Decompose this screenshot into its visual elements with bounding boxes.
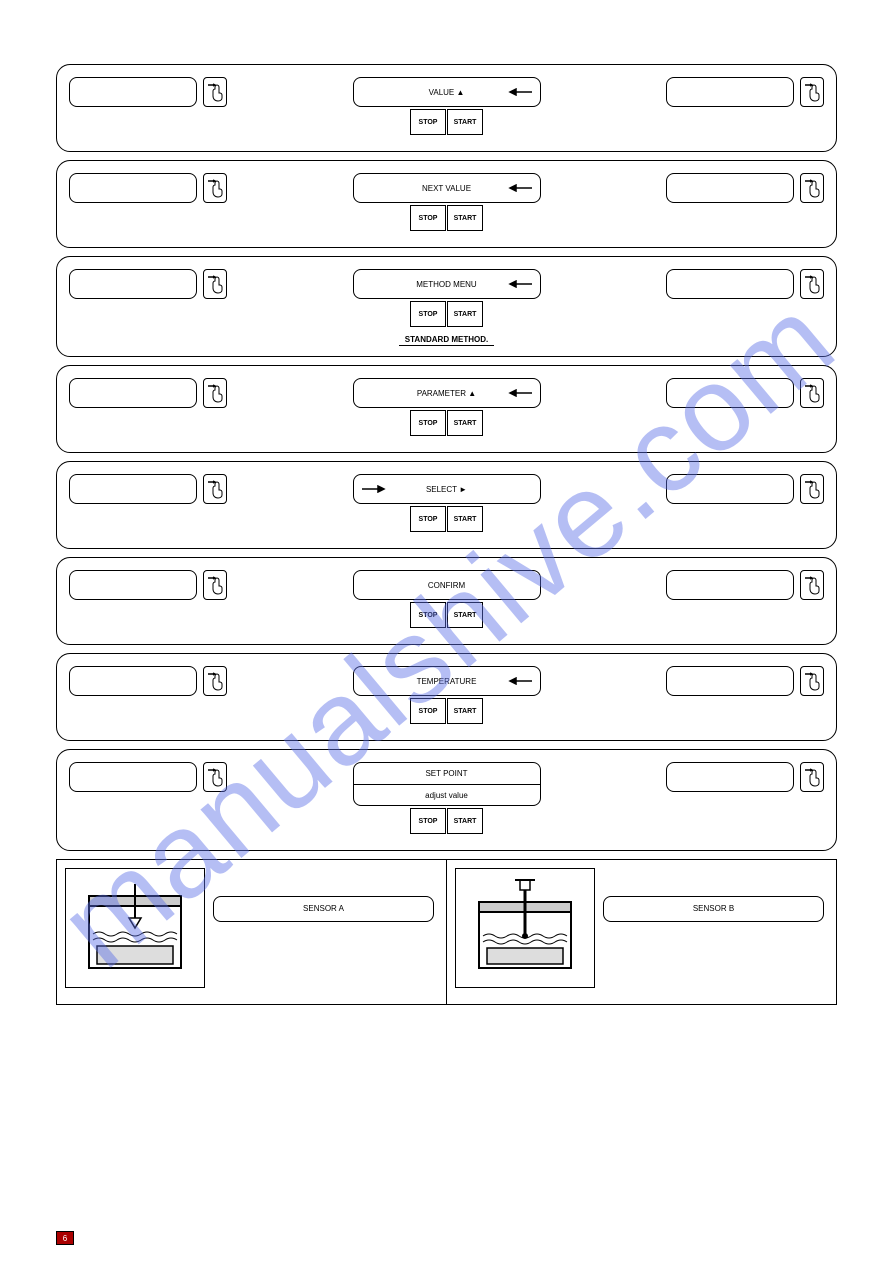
- press-icon-left[interactable]: [203, 77, 227, 107]
- step-panel-8: SET POINT adjust value STOP START: [56, 749, 837, 851]
- start-button[interactable]: START: [447, 205, 483, 231]
- panel-center-footer: STANDARD METHOD.: [69, 335, 824, 346]
- vessel-diagram-a-icon: [75, 878, 195, 978]
- press-icon-right[interactable]: [800, 474, 824, 504]
- manual-page: VALUE ▲ STOP START: [0, 0, 893, 1263]
- start-button[interactable]: START: [447, 602, 483, 628]
- start-button[interactable]: START: [447, 506, 483, 532]
- step-panel-6: CONFIRM STOP START: [56, 557, 837, 645]
- center-display-text-2: adjust value: [425, 791, 468, 800]
- stop-button[interactable]: STOP: [410, 602, 446, 628]
- press-icon-left[interactable]: [203, 269, 227, 299]
- press-icon-right[interactable]: [800, 570, 824, 600]
- press-icon-left[interactable]: [203, 762, 227, 792]
- right-display: [666, 570, 794, 600]
- stop-button[interactable]: STOP: [410, 410, 446, 436]
- center-display-text: PARAMETER ▲: [417, 389, 476, 398]
- start-button[interactable]: START: [447, 109, 483, 135]
- step-panel-5: SELECT ► STOP START: [56, 461, 837, 549]
- step-panel-2: NEXT VALUE STOP START: [56, 160, 837, 248]
- center-display-bottom: adjust value: [353, 784, 541, 806]
- vessel-diagram-b-icon: [465, 878, 585, 978]
- center-display-text: CONFIRM: [428, 581, 465, 590]
- press-icon-right[interactable]: [800, 762, 824, 792]
- center-display: CONFIRM: [353, 570, 541, 600]
- center-display-text-1: SET POINT: [425, 769, 467, 778]
- diagram-left-label: SENSOR A: [213, 896, 434, 922]
- left-display: [69, 666, 197, 696]
- stop-button[interactable]: STOP: [410, 205, 446, 231]
- press-icon-left[interactable]: [203, 570, 227, 600]
- left-display: [69, 570, 197, 600]
- diagram-right-label: SENSOR B: [603, 896, 824, 922]
- right-display: [666, 378, 794, 408]
- arrow-right-icon: [362, 485, 388, 493]
- center-display: PARAMETER ▲: [353, 378, 541, 408]
- press-icon-left[interactable]: [203, 666, 227, 696]
- left-display: [69, 269, 197, 299]
- center-display-top: SET POINT: [353, 762, 541, 784]
- stop-button[interactable]: STOP: [410, 698, 446, 724]
- right-display: [666, 269, 794, 299]
- diagram-right-text: SENSOR B: [603, 868, 828, 996]
- stop-button[interactable]: STOP: [410, 109, 446, 135]
- step-panel-3: METHOD MENU STOP START STANDARD METHOD.: [56, 256, 837, 357]
- center-display: NEXT VALUE: [353, 173, 541, 203]
- press-icon-left[interactable]: [203, 173, 227, 203]
- press-icon-right[interactable]: [800, 378, 824, 408]
- start-button[interactable]: START: [447, 301, 483, 327]
- left-display: [69, 474, 197, 504]
- arrow-left-icon: [506, 677, 532, 685]
- start-button[interactable]: START: [447, 698, 483, 724]
- page-number: 6: [56, 1231, 74, 1245]
- diagram-frame-left: [65, 868, 205, 988]
- press-icon-left[interactable]: [203, 378, 227, 408]
- arrow-left-icon: [506, 389, 532, 397]
- panel-center-footer-text: STANDARD METHOD.: [399, 335, 494, 346]
- diagram-frame-right: [455, 868, 595, 988]
- diagram-left: SENSOR A: [57, 860, 446, 1004]
- center-display: METHOD MENU: [353, 269, 541, 299]
- arrow-left-icon: [506, 88, 532, 96]
- start-button[interactable]: START: [447, 808, 483, 834]
- stop-button[interactable]: STOP: [410, 506, 446, 532]
- left-display: [69, 762, 197, 792]
- stop-button[interactable]: STOP: [410, 808, 446, 834]
- left-display: [69, 77, 197, 107]
- press-icon-right[interactable]: [800, 666, 824, 696]
- step-panel-1: VALUE ▲ STOP START: [56, 64, 837, 152]
- center-display: TEMPERATURE: [353, 666, 541, 696]
- center-display-text: TEMPERATURE: [417, 677, 477, 686]
- diagram-section: SENSOR A: [56, 859, 837, 1005]
- diagram-right: SENSOR B: [446, 860, 836, 1004]
- press-icon-right[interactable]: [800, 269, 824, 299]
- right-display: [666, 762, 794, 792]
- left-display: [69, 173, 197, 203]
- right-display: [666, 666, 794, 696]
- press-icon-right[interactable]: [800, 173, 824, 203]
- center-display-text: NEXT VALUE: [422, 184, 471, 193]
- press-icon-left[interactable]: [203, 474, 227, 504]
- arrow-left-icon: [506, 184, 532, 192]
- center-display-text: METHOD MENU: [416, 280, 476, 289]
- diagram-left-text: SENSOR A: [213, 868, 438, 996]
- right-display: [666, 474, 794, 504]
- step-panel-4: PARAMETER ▲ STOP START: [56, 365, 837, 453]
- arrow-left-icon: [506, 280, 532, 288]
- right-display: [666, 77, 794, 107]
- press-icon-right[interactable]: [800, 77, 824, 107]
- center-display-text: SELECT ►: [426, 485, 467, 494]
- right-display: [666, 173, 794, 203]
- center-display: VALUE ▲: [353, 77, 541, 107]
- stop-button[interactable]: STOP: [410, 301, 446, 327]
- left-display: [69, 378, 197, 408]
- start-button[interactable]: START: [447, 410, 483, 436]
- step-panel-7: TEMPERATURE STOP START: [56, 653, 837, 741]
- center-display-text: VALUE ▲: [429, 88, 465, 97]
- center-display: SELECT ►: [353, 474, 541, 504]
